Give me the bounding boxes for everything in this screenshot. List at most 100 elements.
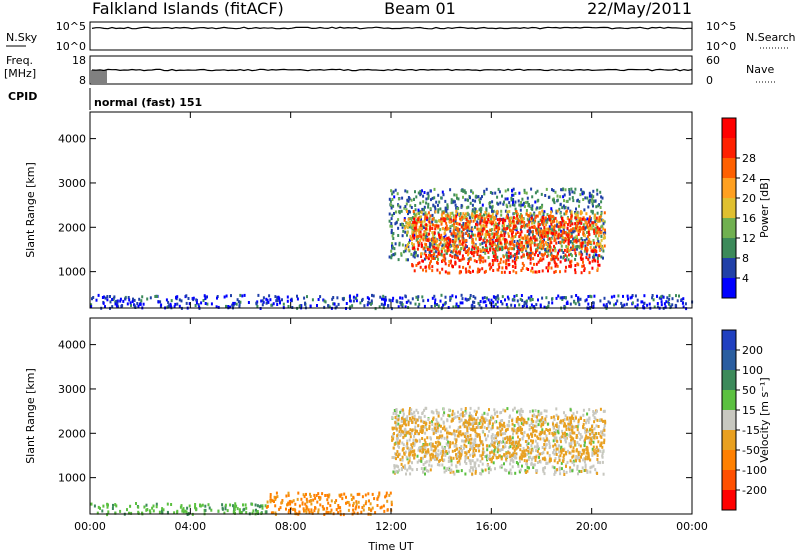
scatter-cell-r2 [426, 213, 429, 217]
scatter-cell-r2 [416, 460, 419, 464]
scatter-cell-r3 [510, 442, 513, 445]
scatter-cell-r3 [449, 238, 451, 242]
scatter-cell-r3 [538, 223, 541, 227]
scatter-cell-r2 [537, 409, 540, 413]
scatter-cell-r3 [525, 421, 528, 424]
scatter-cell-r3 [553, 270, 556, 274]
scatter-cell-r1 [415, 195, 418, 199]
nsky-trace [91, 26, 692, 30]
scatter-cell-r1 [397, 234, 400, 237]
scatter-cell-r2 [490, 427, 493, 431]
scatter-cell-r0 [547, 304, 550, 308]
scatter-cell-r1 [269, 493, 272, 496]
scatter-cell-r3 [584, 430, 587, 434]
scatter-cell-r3 [598, 227, 601, 231]
scatter-cell-r1 [391, 198, 394, 201]
scatter-cell-r3 [579, 444, 582, 448]
scatter-cell-r2 [499, 419, 502, 423]
scatter-cell-r3 [596, 267, 599, 271]
scatter-cell-r0 [678, 294, 680, 298]
scatter-cell-r3 [417, 243, 420, 247]
scatter-cell-r0 [507, 297, 510, 301]
scatter-cell-r2 [443, 239, 446, 243]
scatter-cell-r2 [429, 238, 432, 242]
scatter-cell-r3 [535, 270, 538, 274]
scatter-cell-r0 [537, 298, 539, 302]
scatter-cell-r1 [305, 492, 307, 496]
scatter-cell-r1 [602, 256, 604, 260]
scatter-cell-r3 [500, 457, 503, 461]
scatter-cell-r0 [136, 302, 139, 305]
scatter-cell-r3 [433, 252, 436, 256]
scatter-cell-r1 [560, 188, 563, 192]
scatter-cell-r3 [578, 252, 581, 256]
scatter-cell-r1 [342, 513, 345, 517]
scatter-cell-r3 [587, 257, 590, 261]
scatter-cell-r2 [577, 219, 580, 223]
scatter-cell-r3 [569, 459, 572, 463]
scatter-cell-r2 [412, 231, 415, 235]
scatter-cell-r2 [603, 433, 606, 437]
scatter-cell-r1 [594, 245, 597, 249]
scatter-cell-r2 [516, 212, 519, 216]
scatter-cell-r2 [565, 211, 568, 215]
scatter-cell-r2 [393, 466, 396, 470]
scatter-cell-r3 [431, 236, 434, 240]
scatter-cell-r2 [456, 460, 459, 464]
scatter-cell-r2 [480, 224, 483, 228]
scatter-cell-r1 [591, 197, 594, 201]
scatter-cell-r3 [483, 270, 486, 274]
scatter-cell-r3 [566, 250, 569, 253]
scatter-cell-r2 [583, 457, 586, 461]
scatter-cell-r3 [528, 239, 531, 243]
scatter-cell-r0 [565, 302, 568, 305]
scatter-cell-r2 [485, 418, 488, 422]
scatter-cell-r3 [576, 224, 578, 228]
scatter-cell-r3 [550, 257, 553, 261]
scatter-cell-r1 [275, 491, 278, 495]
scatter-cell-r3 [503, 425, 506, 429]
scatter-cell-r1 [327, 510, 330, 514]
scatter-cell-r3 [596, 225, 599, 229]
scatter-cell-r2 [494, 436, 497, 440]
scatter-cell-r2 [420, 459, 423, 463]
scatter-cell-r3 [482, 256, 485, 260]
scatter-cell-r2 [505, 468, 508, 472]
scatter-cell-r2 [520, 249, 523, 253]
scatter-cell-r3 [540, 234, 543, 238]
scatter-cell-r1 [462, 195, 464, 199]
scatter-cell-r2 [424, 472, 426, 476]
scatter-cell-r2 [596, 450, 599, 454]
scatter-cell-r3 [489, 228, 492, 232]
scatter-cell-r3 [433, 245, 436, 249]
scatter-cell-r0 [545, 296, 548, 300]
scatter-cell-r2 [565, 432, 568, 436]
scatter-cell-r1 [502, 202, 505, 206]
scatter-cell-r2 [525, 471, 528, 474]
scatter-cell-r3 [520, 220, 523, 224]
scatter-cell-r3 [471, 245, 474, 249]
scatter-cell-r2 [459, 413, 462, 417]
scatter-cell-r1 [497, 242, 500, 246]
scatter-cell-r1 [544, 248, 547, 251]
scatter-cell-r1 [390, 500, 393, 504]
scatter-cell-r2 [485, 212, 488, 216]
scatter-cell-r2 [435, 408, 438, 412]
scatter-cell-r1 [418, 212, 420, 215]
scatter-cell-r3 [589, 432, 591, 436]
scatter-cell-r2 [495, 420, 498, 424]
scatter-cell-r3 [454, 234, 457, 238]
scatter-cell-r0 [95, 298, 98, 302]
scatter-cell-r2 [455, 210, 458, 213]
scatter-cell-r2 [534, 439, 537, 443]
scatter-cell-r2 [481, 413, 484, 417]
scatter-cell-r2 [499, 449, 502, 453]
scatter-cell-r1 [535, 248, 538, 252]
scatter-cell-r0 [90, 502, 93, 506]
scatter-cell-r0 [282, 302, 285, 306]
scatter-cell-r0 [114, 511, 117, 515]
scatter-cell-r2 [534, 409, 537, 413]
scatter-cell-r2 [471, 466, 474, 470]
scatter-cell-r1 [300, 497, 303, 501]
scatter-cell-r3 [553, 228, 556, 232]
